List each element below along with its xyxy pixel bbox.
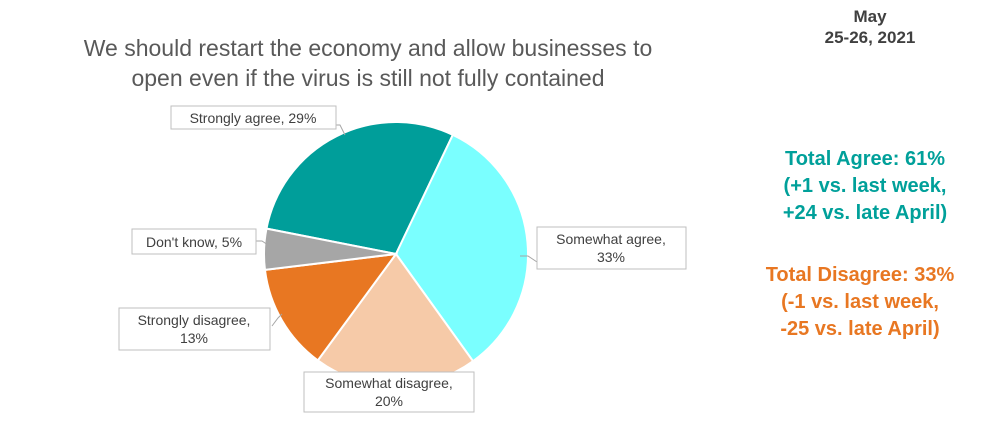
leader-strongly-disagree: [271, 313, 283, 327]
pie-slices: [263, 121, 529, 388]
slice-value-label: 13%: [180, 330, 208, 346]
agree-vs-last-week: (+1 vs. last week,: [784, 175, 947, 197]
leader-dont-know: [255, 240, 269, 246]
total-agree-summary: Total Agree: 61% (+1 vs. last week, +24 …: [783, 148, 947, 224]
pie-slice-don-t-know: [263, 227, 397, 271]
slice-label: Strongly disagree,: [138, 312, 251, 328]
total-agree-line: Total Agree: 61%: [785, 148, 945, 170]
callout-somewhat-agree: Somewhat agree, 33%: [536, 226, 687, 270]
pie-slice-strongly-agree: [265, 121, 455, 256]
total-disagree-line: Total Disagree: 33%: [766, 264, 955, 286]
slice-label: Somewhat agree,: [556, 231, 666, 247]
chart-title-line-1: We should restart the economy and allow …: [84, 35, 653, 61]
disagree-vs-last-week: (-1 vs. last week,: [781, 291, 939, 313]
agree-vs-late-april: +24 vs. late April): [783, 202, 947, 224]
callout-dont-know: Don't know, 5%: [131, 228, 257, 255]
callout-strongly-agree: Strongly agree, 29%: [170, 105, 337, 130]
callout-somewhat-disagree: Somewhat disagree, 20%: [303, 371, 475, 413]
callout-strongly-disagree: Strongly disagree, 13%: [118, 307, 271, 351]
slice-label: Somewhat disagree,: [325, 375, 453, 391]
date-range: 25-26, 2021: [825, 28, 916, 47]
date-month: May: [853, 7, 887, 26]
slice-label: Don't know, 5%: [146, 234, 242, 250]
slice-label: Strongly agree, 29%: [190, 110, 317, 126]
slice-value-label: 33%: [597, 249, 625, 265]
leader-somewhat-agree: [520, 255, 538, 263]
slice-value-label: 20%: [375, 393, 403, 409]
pie-slice-strongly-disagree: [263, 252, 399, 362]
total-disagree-summary: Total Disagree: 33% (-1 vs. last week, -…: [766, 264, 955, 340]
chart-title-line-2: open even if the virus is still not full…: [131, 65, 604, 91]
pie-slice-somewhat-agree: [394, 133, 529, 363]
disagree-vs-late-april: -25 vs. late April): [780, 318, 939, 340]
